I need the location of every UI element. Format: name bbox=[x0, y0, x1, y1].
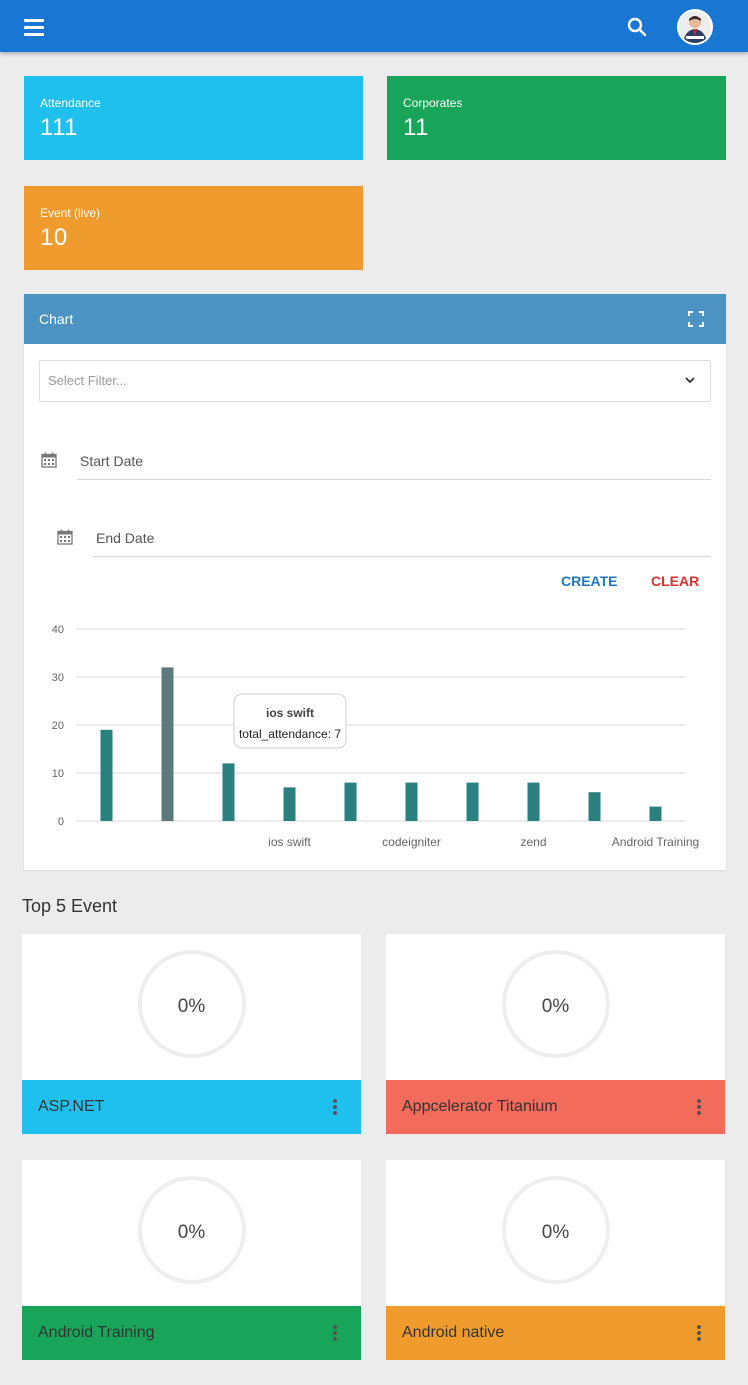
live-events-stat-card[interactable]: Event (live) 10 bbox=[24, 186, 363, 270]
chart-bar[interactable] bbox=[405, 782, 418, 821]
progress-ring bbox=[502, 950, 610, 1058]
y-tick-label: 10 bbox=[52, 768, 64, 780]
event-percent: 0% bbox=[541, 1222, 570, 1243]
event-name: ASP.NET bbox=[38, 1098, 105, 1115]
chart-bar[interactable] bbox=[161, 667, 174, 821]
event-card-footer: Android Training bbox=[22, 1306, 361, 1360]
end-date-input[interactable]: End Date bbox=[93, 521, 711, 557]
y-tick-label: 40 bbox=[52, 624, 64, 636]
chart-bar[interactable] bbox=[649, 806, 662, 821]
progress-ring bbox=[138, 950, 246, 1058]
event-name: Android native bbox=[402, 1324, 505, 1341]
attendance-stat-card[interactable]: Attendance 111 bbox=[24, 76, 363, 160]
tooltip-title: ios swift bbox=[266, 706, 314, 720]
x-tick-label: codeigniter bbox=[382, 835, 441, 849]
y-tick-label: 0 bbox=[58, 816, 64, 828]
search-icon[interactable] bbox=[624, 14, 650, 40]
event-percent: 0% bbox=[177, 1222, 206, 1243]
chart-card-title: Chart bbox=[39, 311, 74, 327]
more-options-icon[interactable] bbox=[697, 1325, 701, 1341]
chart-bar[interactable] bbox=[283, 787, 296, 821]
fullscreen-icon[interactable] bbox=[688, 311, 704, 327]
create-button[interactable]: CREATE bbox=[561, 573, 618, 589]
chart-bar[interactable] bbox=[588, 792, 601, 821]
stat-value: 10 bbox=[40, 224, 68, 251]
stat-label: Event (live) bbox=[40, 206, 101, 220]
chart-card: Chart Select Filter... Start Date End Da… bbox=[24, 294, 726, 870]
stat-label: Attendance bbox=[40, 96, 101, 110]
more-options-icon[interactable] bbox=[333, 1099, 337, 1115]
stat-label: Corporates bbox=[403, 96, 463, 110]
start-date-row: Start Date bbox=[41, 444, 711, 480]
filter-select-placeholder: Select Filter... bbox=[48, 373, 127, 388]
chart-tooltip bbox=[233, 693, 347, 749]
chart-bar[interactable] bbox=[466, 782, 479, 821]
progress-ring bbox=[502, 1176, 610, 1284]
event-card-footer: Appcelerator Titanium bbox=[386, 1080, 725, 1134]
calendar-icon bbox=[57, 529, 73, 545]
progress-ring bbox=[138, 1176, 246, 1284]
x-tick-label: ios swift bbox=[268, 835, 311, 849]
y-tick-label: 30 bbox=[52, 672, 64, 684]
event-card[interactable]: 0% ASP.NET bbox=[22, 934, 361, 1134]
tooltip-value: total_attendance: 7 bbox=[239, 727, 341, 741]
stat-value: 111 bbox=[40, 114, 78, 141]
clear-button[interactable]: CLEAR bbox=[651, 573, 700, 589]
event-name: Android Training bbox=[38, 1324, 155, 1341]
event-card[interactable]: 0% Appcelerator Titanium bbox=[386, 934, 725, 1134]
chart-bar[interactable] bbox=[527, 782, 540, 821]
chart-bar[interactable] bbox=[222, 763, 235, 821]
attendance-bar-chart: 0 10 20 30 40 ios swift codeigniter zend Android… bbox=[52, 624, 699, 849]
event-card[interactable]: 0% Android native bbox=[386, 1160, 725, 1360]
top-events-title: Top 5 Event bbox=[22, 896, 118, 916]
filter-select[interactable]: Select Filter... bbox=[39, 360, 711, 402]
chevron-down-icon bbox=[684, 374, 696, 386]
event-card-footer: ASP.NET bbox=[22, 1080, 361, 1134]
calendar-icon bbox=[41, 452, 57, 468]
event-name: Appcelerator Titanium bbox=[402, 1098, 558, 1115]
event-card[interactable]: 0% Android Training bbox=[22, 1160, 361, 1360]
chart-bar[interactable] bbox=[100, 729, 113, 821]
x-tick-label: Android Training bbox=[612, 835, 699, 849]
end-date-row: End Date bbox=[57, 521, 711, 557]
event-card-footer: Android native bbox=[386, 1306, 725, 1360]
y-tick-label: 20 bbox=[52, 720, 64, 732]
x-tick-label: zend bbox=[520, 835, 546, 849]
chart-bar[interactable] bbox=[344, 782, 357, 821]
corporates-stat-card[interactable]: Corporates 11 bbox=[387, 76, 726, 160]
start-date-input[interactable]: Start Date bbox=[77, 444, 711, 480]
user-avatar-icon[interactable] bbox=[677, 9, 713, 45]
hamburger-menu-icon[interactable] bbox=[20, 16, 48, 38]
chart-card-header: Chart bbox=[24, 294, 726, 344]
more-options-icon[interactable] bbox=[697, 1099, 701, 1115]
stat-value: 11 bbox=[403, 114, 429, 141]
event-percent: 0% bbox=[541, 996, 570, 1017]
app-header bbox=[0, 0, 748, 52]
event-percent: 0% bbox=[177, 996, 206, 1017]
more-options-icon[interactable] bbox=[333, 1325, 337, 1341]
